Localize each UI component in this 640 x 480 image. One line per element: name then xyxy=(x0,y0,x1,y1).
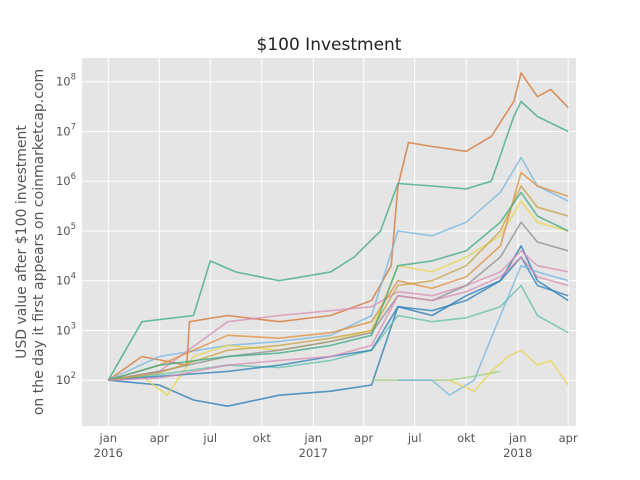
series-line-10 xyxy=(108,185,569,381)
y-axis-label: USD value after $100 investment on the d… xyxy=(14,69,47,415)
chart-title: $100 Investment xyxy=(257,35,402,55)
x-tick-label: apr xyxy=(150,431,169,445)
series-line-15 xyxy=(108,256,569,381)
series-line-8 xyxy=(108,171,569,381)
x-tick-label: jan xyxy=(304,431,323,445)
x-tick-label: jan xyxy=(99,431,118,445)
y-tick-label: 108 xyxy=(56,73,76,89)
series-line-0 xyxy=(107,72,569,381)
series-line-1 xyxy=(107,100,569,381)
x-tick-label: jan xyxy=(508,431,527,445)
x-tick-year-label: 2018 xyxy=(503,446,532,460)
y-axis: 102 103 104 105 106 107 108 xyxy=(56,73,76,387)
x-tick-year-label: 2017 xyxy=(299,446,328,460)
series-line-13 xyxy=(449,349,569,392)
y-tick-label: 105 xyxy=(56,222,76,238)
y-tick-label: 107 xyxy=(56,122,76,138)
series-line-12 xyxy=(397,264,569,396)
series-line-3 xyxy=(108,245,569,407)
x-tick-label: okt xyxy=(457,431,476,445)
series-layer xyxy=(107,72,569,407)
y-tick-label: 103 xyxy=(56,321,76,337)
x-tick-label: apr xyxy=(559,431,578,445)
y-tick-label: 106 xyxy=(56,172,76,188)
grid-layer xyxy=(82,58,576,426)
x-tick-label: jul xyxy=(202,431,217,445)
series-line-14 xyxy=(108,191,569,381)
x-tick-label: jul xyxy=(407,431,422,445)
y-tick-label: 104 xyxy=(56,272,76,288)
x-tick-label: okt xyxy=(253,431,272,445)
y-tick-label: 102 xyxy=(56,371,76,387)
x-tick-label: apr xyxy=(354,431,373,445)
series-group xyxy=(107,72,569,407)
series-line-5 xyxy=(108,250,569,381)
y-axis-label-line-2: on the day it first appears on coinmarke… xyxy=(31,69,47,415)
y-axis-label-line-1: USD value after $100 investment xyxy=(14,125,30,359)
x-tick-year-label: 2016 xyxy=(94,446,123,460)
